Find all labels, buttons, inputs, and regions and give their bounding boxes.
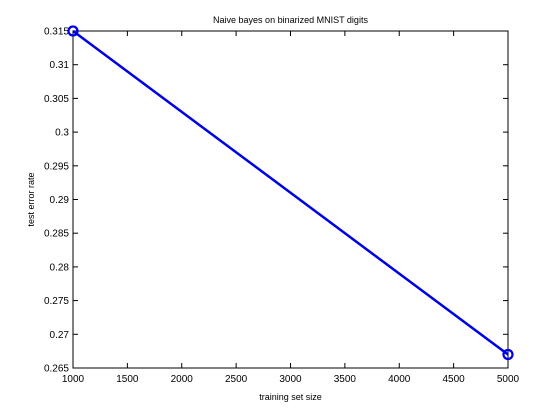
y-tick-label: 0.315 (44, 27, 69, 38)
series-layer (67, 25, 514, 361)
y-tick-label: 0.265 (44, 364, 69, 375)
data-point-marker (502, 348, 514, 361)
x-tick-label: 1000 (62, 374, 85, 385)
axis-ticks: 1000 1500 2000 2500 3000 3500 4000 4500 5000 0.26… (44, 27, 520, 386)
y-tick-label: 0.285 (44, 229, 69, 240)
x-tick-label: 4000 (388, 374, 411, 385)
x-tick-label: 2000 (171, 374, 194, 385)
y-tick-label: 0.275 (44, 296, 69, 307)
x-axis-label: training set size (259, 392, 322, 402)
plot-area (72, 30, 509, 369)
chart-title: Naive bayes on binarized MNIST digits (213, 15, 368, 25)
x-tick-label: 2500 (225, 374, 248, 385)
y-tick-label: 0.27 (50, 330, 70, 341)
x-tick-label: 4500 (443, 374, 466, 385)
y-tick-label: 0.29 (50, 195, 70, 206)
y-tick-label: 0.305 (44, 94, 69, 105)
y-tick-label: 0.31 (50, 60, 70, 71)
y-tick-label: 0.295 (44, 161, 69, 172)
x-tick-label: 3000 (279, 374, 302, 385)
data-point-marker (67, 25, 79, 37)
x-tick-label: 1500 (116, 374, 139, 385)
x-tick-label: 3500 (334, 374, 357, 385)
y-tick-label: 0.3 (55, 128, 69, 139)
y-axis-label: test error rate (26, 172, 36, 226)
y-tick-label: 0.28 (50, 262, 70, 273)
series-line (72, 29, 509, 356)
x-tick-label: 5000 (497, 374, 520, 385)
